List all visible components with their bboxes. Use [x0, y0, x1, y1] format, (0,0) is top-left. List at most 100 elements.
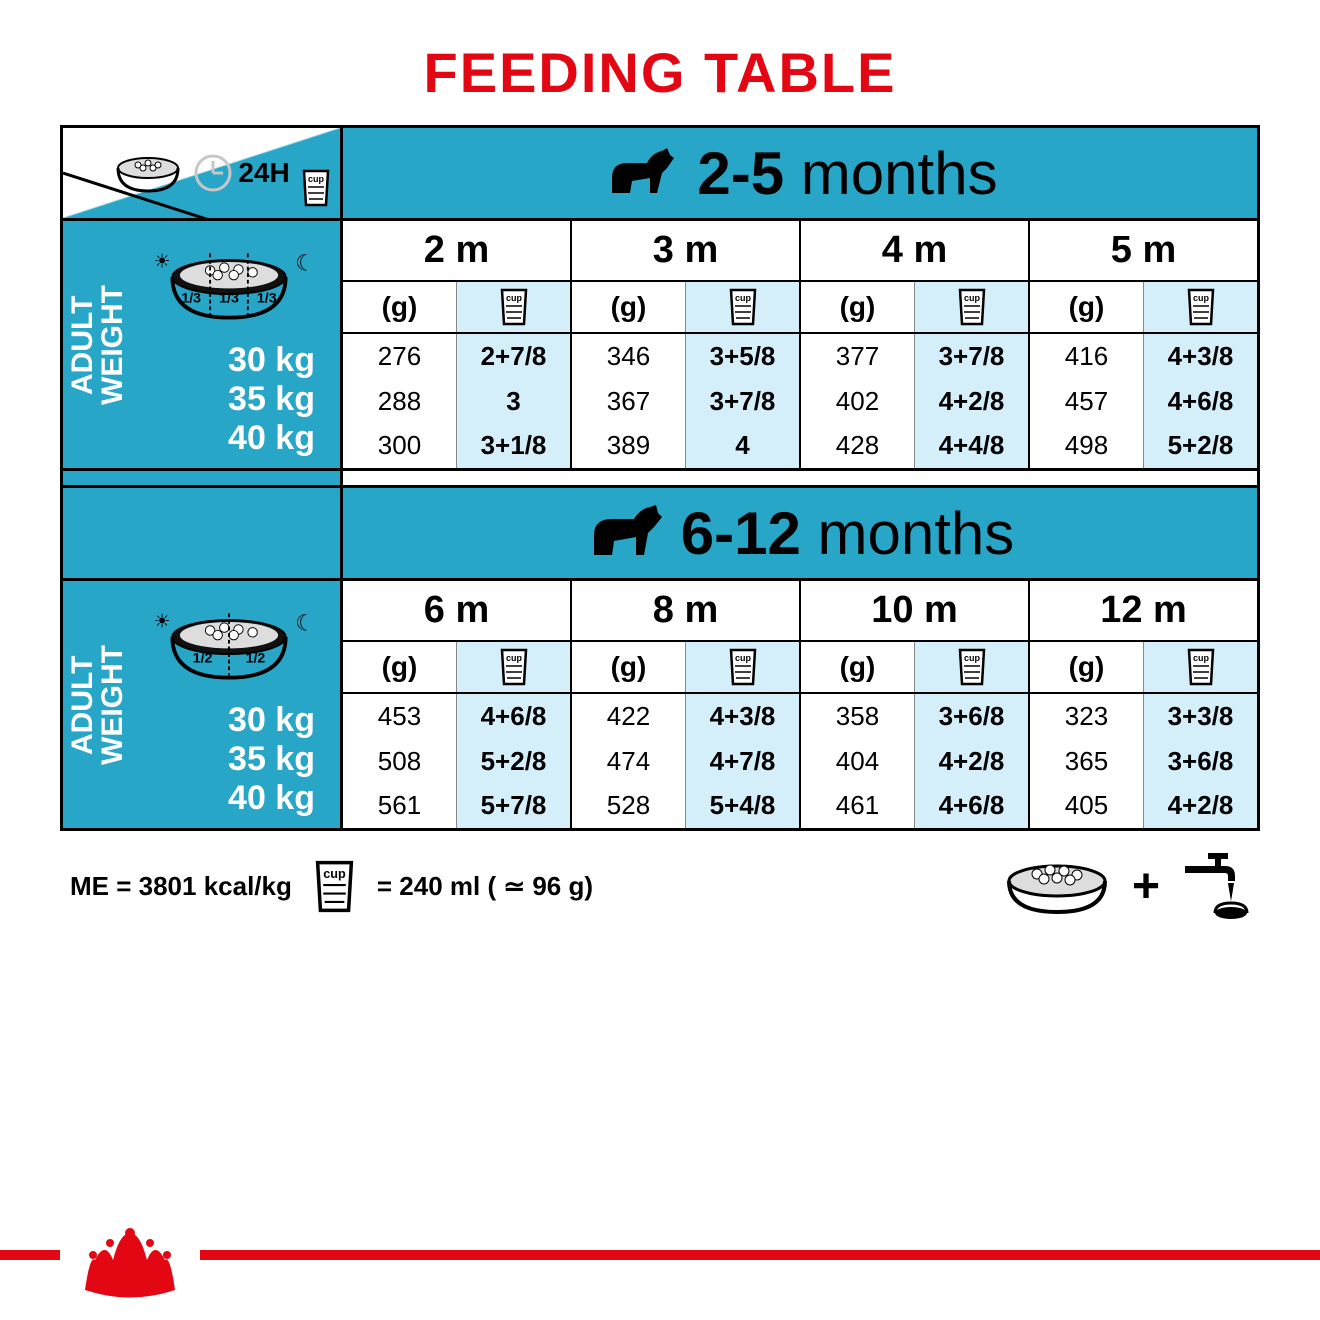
- svg-text:☀: ☀: [153, 611, 170, 632]
- svg-text:☀: ☀: [153, 251, 170, 272]
- svg-text:1/2: 1/2: [246, 650, 266, 666]
- age-range-2: 6-12 months: [681, 499, 1015, 568]
- unit-cup: cup: [456, 282, 570, 332]
- value-cups: 4+6/8: [456, 694, 570, 739]
- svg-text:cup: cup: [1192, 653, 1209, 663]
- value-cups: 4+3/8: [1143, 334, 1257, 379]
- unit-g: (g): [343, 642, 456, 692]
- month-header: 5 m: [1030, 221, 1257, 280]
- value-cups: 3: [456, 379, 570, 424]
- age-range-1: 2-5 months: [697, 139, 997, 208]
- unit-cup: cup: [1143, 282, 1257, 332]
- value-grams: 404: [801, 739, 914, 784]
- value-cups: 3+6/8: [1143, 739, 1257, 784]
- svg-text:cup: cup: [505, 653, 522, 663]
- svg-text:cup: cup: [1192, 293, 1209, 303]
- value-grams: 377: [801, 334, 914, 379]
- weight-30: 30 kg: [228, 341, 315, 380]
- value-grams: 528: [572, 783, 685, 828]
- svg-text:cup: cup: [323, 867, 346, 881]
- bowl-food-icon: [1002, 856, 1112, 916]
- value-grams: 453: [343, 694, 456, 739]
- unit-g: (g): [343, 282, 456, 332]
- value-grams: 428: [801, 423, 914, 468]
- svg-text:cup: cup: [734, 293, 751, 303]
- value-grams: 498: [1030, 423, 1143, 468]
- value-grams: 474: [572, 739, 685, 784]
- month-header: 12 m: [1030, 581, 1257, 640]
- page-title: FEEDING TABLE: [60, 40, 1260, 105]
- section-1-header: 24H cup 2-5 months: [63, 128, 1257, 221]
- weight-30: 30 kg: [228, 701, 315, 740]
- value-grams: 461: [801, 783, 914, 828]
- svg-text:☾: ☾: [295, 249, 314, 275]
- value-grams: 358: [801, 694, 914, 739]
- value-cups: 4+2/8: [914, 739, 1028, 784]
- value-cups: 4+6/8: [914, 783, 1028, 828]
- bowl-icon: [113, 153, 183, 193]
- unit-g: (g): [1030, 642, 1143, 692]
- value-cups: 4+6/8: [1143, 379, 1257, 424]
- value-cups: 3+5/8: [685, 334, 799, 379]
- value-grams: 323: [1030, 694, 1143, 739]
- svg-text:1/3: 1/3: [219, 290, 239, 306]
- unit-g: (g): [801, 282, 914, 332]
- value-cups: 5+7/8: [456, 783, 570, 828]
- svg-text:cup: cup: [963, 293, 980, 303]
- svg-text:☾: ☾: [295, 609, 314, 635]
- unit-cup: cup: [456, 642, 570, 692]
- month-header: 10 m: [801, 581, 1030, 640]
- value-grams: 402: [801, 379, 914, 424]
- me-text: ME = 3801 kcal/kg: [70, 871, 292, 902]
- month-header: 2 m: [343, 221, 572, 280]
- svg-text:1/2: 1/2: [193, 650, 213, 666]
- unit-g: (g): [801, 642, 914, 692]
- dog-icon: [602, 143, 682, 203]
- unit-cup: cup: [914, 642, 1028, 692]
- value-grams: 288: [343, 379, 456, 424]
- value-cups: 5+2/8: [456, 739, 570, 784]
- value-grams: 457: [1030, 379, 1143, 424]
- adult-weight-label: ADULTWEIGHT: [68, 640, 128, 770]
- footer-info: ME = 3801 kcal/kg cup = 240 ml ( ≃ 96 g)…: [60, 831, 1260, 941]
- value-cups: 5+4/8: [685, 783, 799, 828]
- unit-cup: cup: [914, 282, 1028, 332]
- month-header: 4 m: [801, 221, 1030, 280]
- value-grams: 416: [1030, 334, 1143, 379]
- value-cups: 2+7/8: [456, 334, 570, 379]
- value-grams: 508: [343, 739, 456, 784]
- tap-icon: [1180, 851, 1250, 921]
- weight-35: 35 kg: [228, 380, 315, 419]
- clock-icon: [193, 153, 233, 193]
- svg-text:cup: cup: [505, 293, 522, 303]
- value-cups: 4+2/8: [914, 379, 1028, 424]
- unit-g: (g): [1030, 282, 1143, 332]
- adult-weight-label: ADULTWEIGHT: [68, 280, 128, 410]
- weight-40: 40 kg: [228, 779, 315, 818]
- value-grams: 367: [572, 379, 685, 424]
- svg-text:1/3: 1/3: [181, 290, 201, 306]
- value-cups: 4+4/8: [914, 423, 1028, 468]
- month-header: 3 m: [572, 221, 801, 280]
- value-grams: 300: [343, 423, 456, 468]
- unit-cup: cup: [685, 642, 799, 692]
- unit-cup: cup: [1143, 642, 1257, 692]
- value-cups: 3+1/8: [456, 423, 570, 468]
- svg-text:1/3: 1/3: [257, 290, 277, 306]
- brand-bar: [0, 1210, 1320, 1320]
- crown-logo: [60, 1210, 200, 1320]
- value-grams: 561: [343, 783, 456, 828]
- section-1-body: ADULTWEIGHT ☀ ☾ 1/3 1: [63, 221, 1257, 468]
- plus-icon: +: [1132, 859, 1160, 914]
- svg-text:cup: cup: [308, 174, 325, 184]
- value-grams: 346: [572, 334, 685, 379]
- feeding-table: 24H cup 2-5 months ADULTWEIGHT ☀: [60, 125, 1260, 831]
- bowl-portions-halves-icon: ☀ ☾ 1/2 1/2: [128, 591, 330, 701]
- unit-g: (g): [572, 282, 685, 332]
- cup-icon: cup: [300, 169, 332, 207]
- value-cups: 5+2/8: [1143, 423, 1257, 468]
- value-grams: 405: [1030, 783, 1143, 828]
- month-header: 6 m: [343, 581, 572, 640]
- value-cups: 3+3/8: [1143, 694, 1257, 739]
- weight-35: 35 kg: [228, 740, 315, 779]
